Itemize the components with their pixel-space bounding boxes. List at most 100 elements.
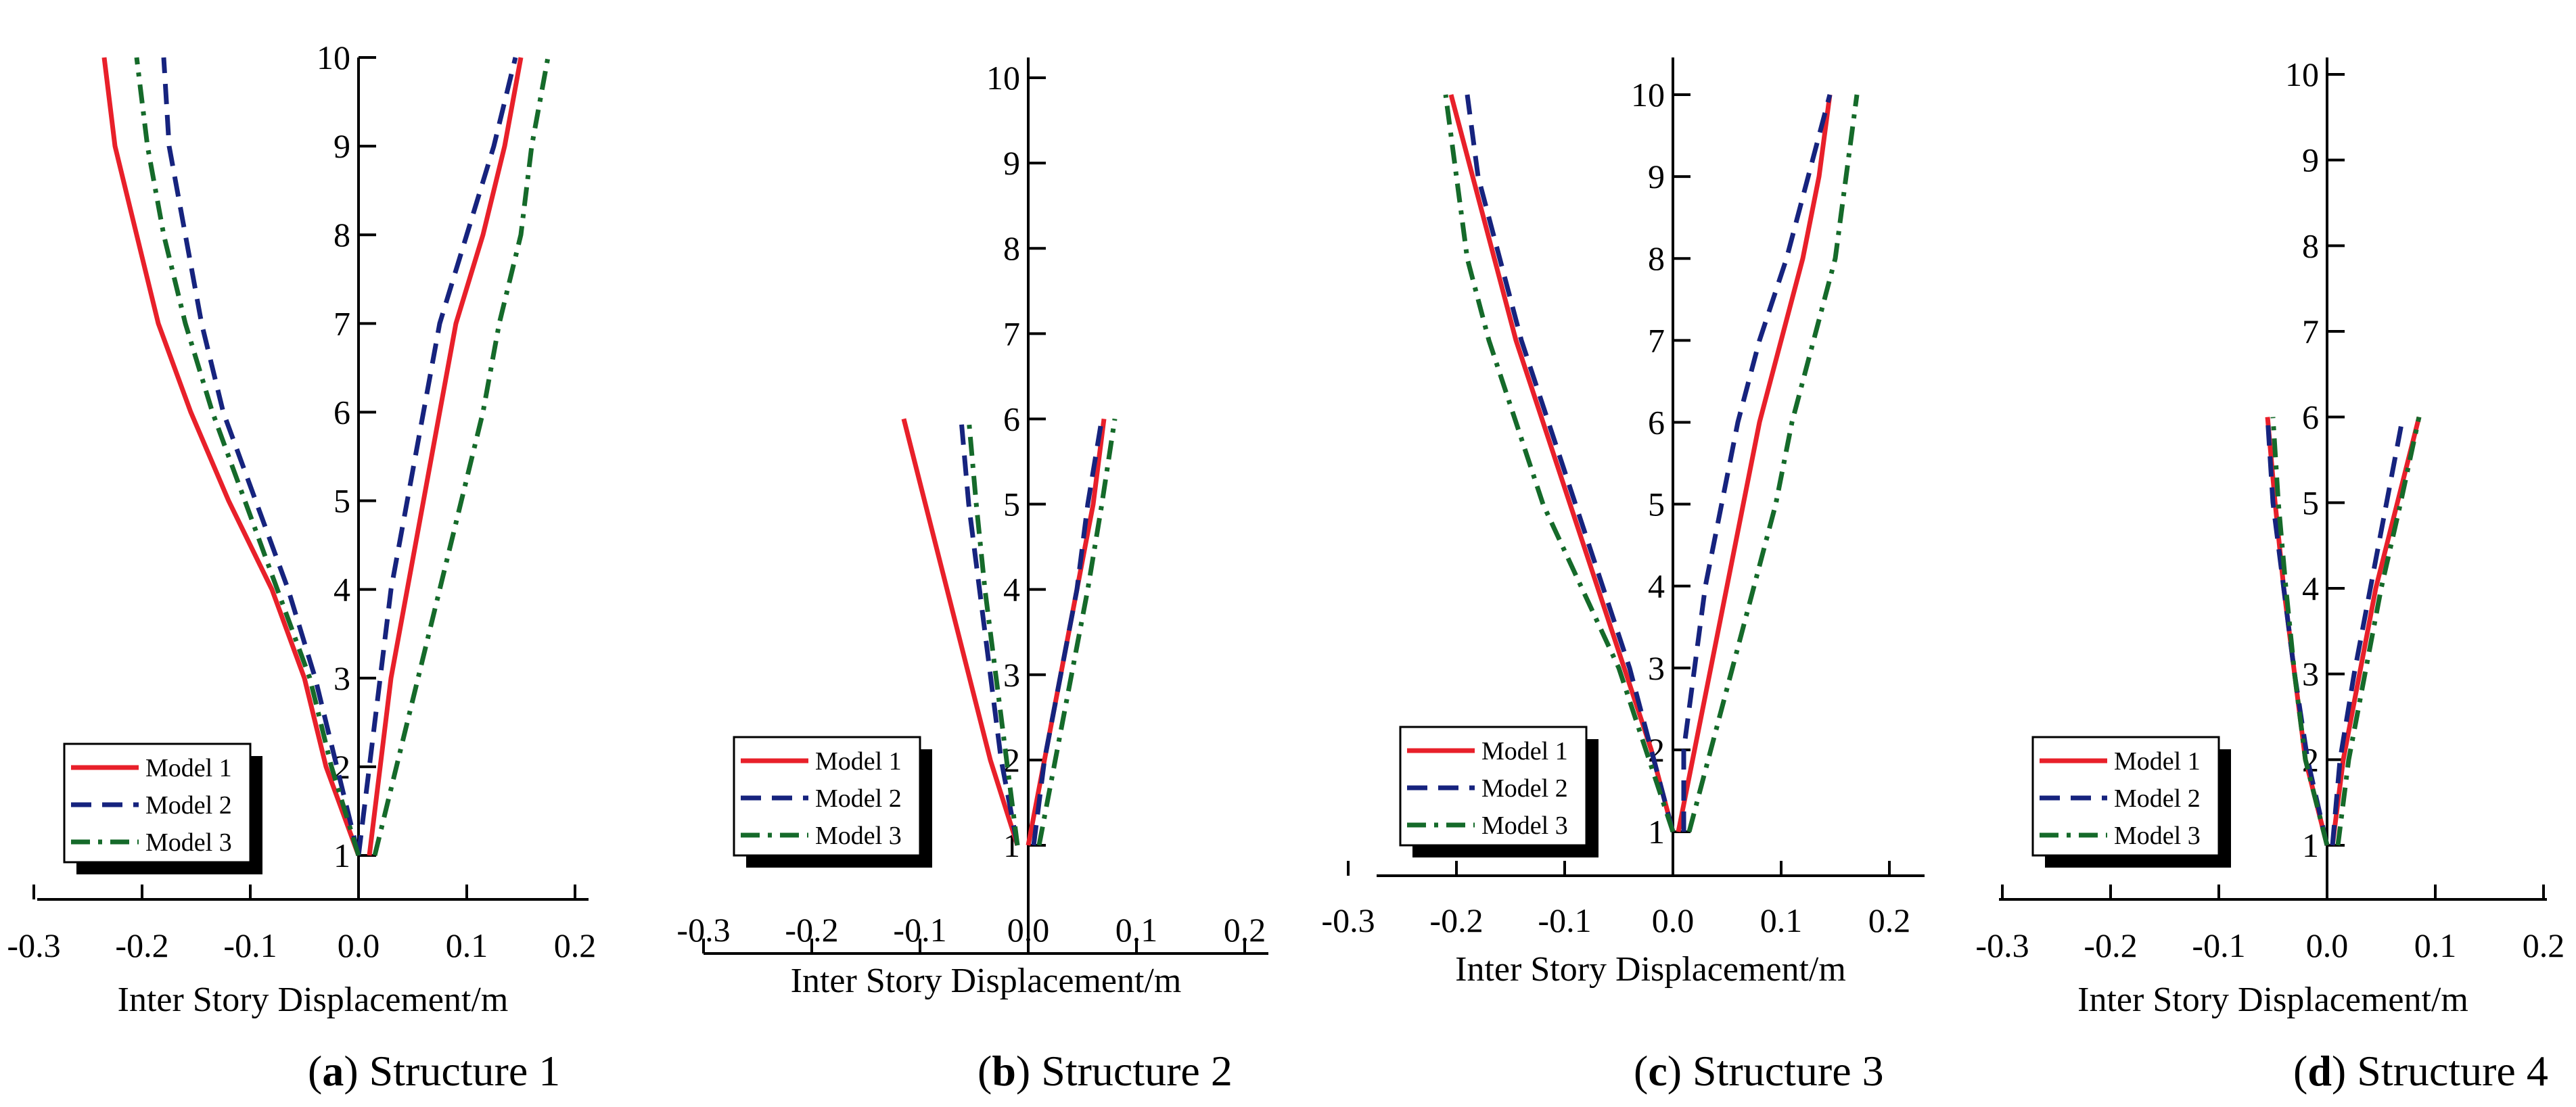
x-tick-label: 0.1 [446,926,488,964]
y-tick-label: 10 [986,59,1020,97]
series-line-model-1 [1448,94,1676,832]
y-tick-label: 7 [1648,321,1665,359]
caption-text: Structure 3 [1682,1047,1884,1095]
x-tick-label: 0.2 [2523,926,2565,964]
series-line-model-3 [1443,94,1676,833]
caption-open-paren: ( [308,1047,322,1095]
series-line-model-2 [161,57,361,856]
x-tick-label: 0.2 [554,926,597,964]
y-tick-label: 5 [1648,486,1665,523]
y-tick-label: 1 [1648,813,1665,851]
y-tick-label: 7 [334,304,350,342]
x-tick-label: -0.2 [1429,901,1483,939]
y-tick-label: 6 [2302,398,2319,436]
y-tick-label: 4 [2302,569,2319,607]
y-tick-label: 9 [334,127,350,165]
y-tick-label: 1 [334,837,350,874]
y-tick-label: 10 [2285,55,2319,93]
caption-open-paren: ( [978,1047,992,1095]
series-line-model-2 [1465,94,1676,832]
x-tick-label: 0.1 [2414,926,2457,964]
y-tick-label: 8 [334,216,350,254]
y-tick-label: 3 [2302,655,2319,693]
caption-text: Structure 4 [2346,1047,2548,1095]
y-tick-label: 5 [2302,484,2319,521]
x-tick-label: -0.3 [7,926,60,964]
caption-close-paren: ) [344,1047,358,1095]
legend-label: Model 2 [1481,774,1568,803]
x-axis-title: Inter Story Displacement/m [2077,981,2468,1019]
panel-caption: (a) Structure 1 [308,1047,560,1095]
x-tick-label: -0.2 [785,911,838,949]
y-tick-label: 6 [1648,403,1665,441]
legend-box [63,743,252,864]
series-line-model-1 [101,57,361,857]
y-tick-label: 4 [334,571,350,609]
y-tick-label: 8 [2302,227,2319,264]
y-tick-label: 8 [1648,239,1665,277]
series-line-model-1 [901,418,1020,847]
y-tick-label: 7 [2302,312,2319,350]
series-line-model-3 [2335,416,2422,846]
x-tick-label: -0.1 [223,926,277,964]
x-axis-title: Inter Story Displacement/m [118,981,509,1019]
caption-open-paren: ( [1634,1047,1648,1095]
y-tick-label: 9 [1003,144,1020,182]
panel-caption: (d) Structure 4 [2293,1047,2548,1095]
caption-letter: b [992,1047,1016,1095]
x-tick-label: 0.0 [1007,911,1050,949]
caption-letter: c [1648,1047,1667,1095]
x-tick-label: -0.2 [115,926,168,964]
x-tick-label: -0.1 [893,911,946,949]
legend-box [2031,736,2220,857]
y-tick-label: 3 [1003,656,1020,694]
caption-close-paren: ) [1668,1047,1682,1095]
caption-text: Structure 1 [359,1047,561,1095]
series-line-model-3 [1036,418,1118,846]
series-line-model-3 [372,57,551,856]
y-tick-label: 10 [1631,76,1665,114]
y-tick-label: 6 [1003,400,1020,438]
y-tick-label: 5 [1003,486,1020,523]
y-tick-label: 9 [1648,158,1665,195]
y-tick-label: 6 [334,393,350,431]
y-tick-label: 3 [1648,649,1665,687]
series-line-model-3 [966,419,1020,846]
y-tick-label: 10 [317,39,350,76]
legend-label: Model 1 [2114,747,2201,776]
legend-label: Model 3 [1481,811,1568,840]
series-line-model-2 [2330,417,2406,846]
x-tick-label: -0.3 [676,911,730,949]
x-tick-label: -0.3 [1321,901,1375,939]
legend-box [1399,726,1588,847]
legend-label: Model 3 [815,822,902,850]
x-tick-label: -0.1 [1538,901,1591,939]
x-tick-label: 0.1 [1760,901,1803,939]
series-line-model-1 [367,57,524,856]
series-line-model-2 [356,57,518,856]
panel-caption: (b) Structure 2 [978,1047,1233,1095]
caption-close-paren: ) [1016,1047,1030,1095]
y-tick-label: 5 [334,482,350,520]
x-tick-label: 0.2 [1224,911,1266,949]
caption-text: Structure 2 [1030,1047,1233,1095]
legend-label: Model 1 [815,747,902,776]
legend-label: Model 3 [2114,822,2201,850]
legend-label: Model 2 [145,791,232,820]
y-tick-label: 4 [1648,567,1665,605]
y-tick-label: 1 [2302,826,2319,864]
caption-letter: d [2307,1047,2332,1095]
legend-label: Model 1 [1481,737,1568,766]
x-tick-label: 0.0 [338,926,380,964]
series-line-model-3 [1686,94,1860,832]
caption-open-paren: ( [2293,1047,2307,1095]
x-tick-label: -0.2 [2084,926,2137,964]
series-line-model-2 [1031,418,1105,846]
legend-label: Model 2 [815,784,902,813]
y-tick-label: 3 [334,659,350,697]
